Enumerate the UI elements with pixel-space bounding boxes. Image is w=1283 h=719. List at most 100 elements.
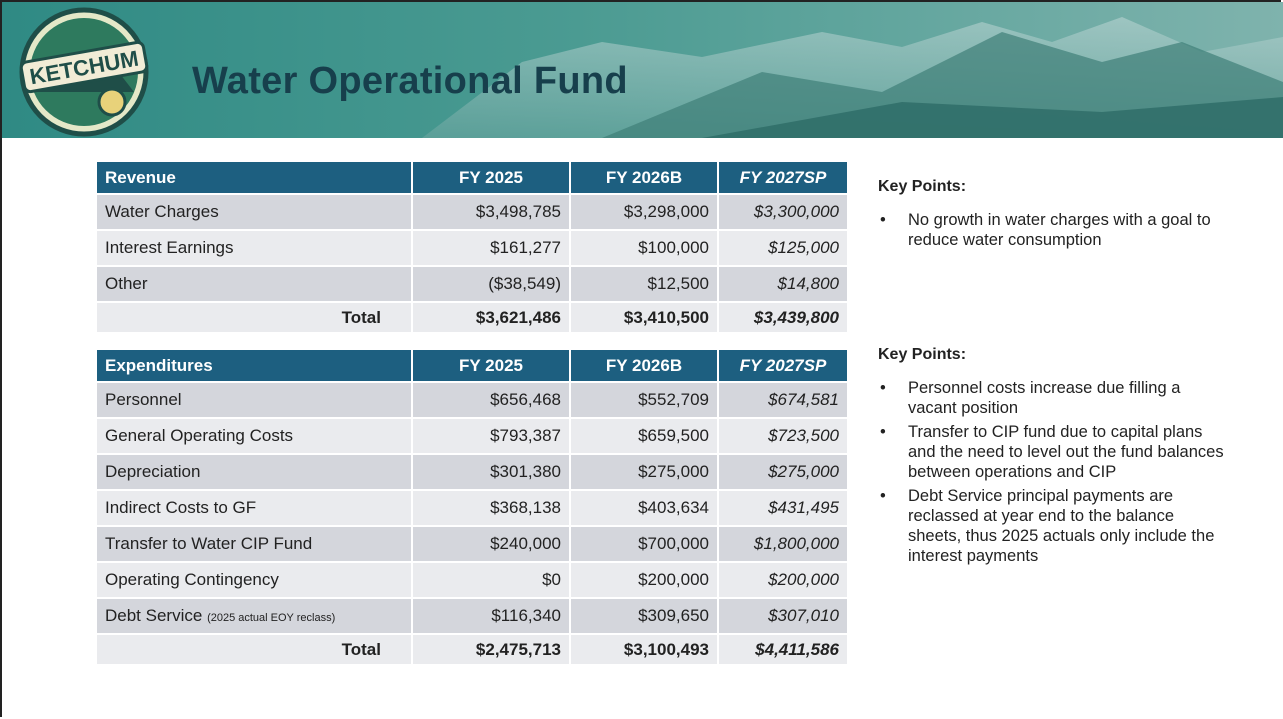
- cell-text: Water Charges: [105, 202, 219, 221]
- cell-text: Personnel: [105, 390, 182, 409]
- table-cell: Depreciation: [97, 454, 412, 490]
- cell-text: Indirect Costs to GF: [105, 498, 256, 517]
- total-cell: $3,621,486: [412, 302, 570, 333]
- column-header: FY 2026B: [570, 162, 718, 194]
- cell-text: $793,387: [490, 426, 561, 445]
- column-header: Revenue: [97, 162, 412, 194]
- table-cell: $307,010: [718, 598, 848, 634]
- cell-text: $100,000: [638, 238, 709, 257]
- table-cell: $368,138: [412, 490, 570, 526]
- table-cell: $431,495: [718, 490, 848, 526]
- bullet-list: No growth in water charges with a goal t…: [878, 210, 1228, 250]
- cell-text: $275,000: [638, 462, 709, 481]
- cell-text: General Operating Costs: [105, 426, 293, 445]
- cell-text: $0: [542, 570, 561, 589]
- total-row: Total$2,475,713$3,100,493$4,411,586: [97, 634, 848, 665]
- cell-text: $301,380: [490, 462, 561, 481]
- table-cell: $100,000: [570, 230, 718, 266]
- cell-text: $552,709: [638, 390, 709, 409]
- cell-text: $674,581: [768, 390, 839, 409]
- bullet: Transfer to CIP fund due to capital plan…: [878, 422, 1228, 482]
- table-row: Other($38,549)$12,500$14,800: [97, 266, 848, 302]
- column-header: Expenditures: [97, 350, 412, 382]
- table-cell: $674,581: [718, 382, 848, 418]
- table-cell: General Operating Costs: [97, 418, 412, 454]
- table-cell: $700,000: [570, 526, 718, 562]
- total-cell: Total: [97, 302, 412, 333]
- table-row: Debt Service (2025 actual EOY reclass)$1…: [97, 598, 848, 634]
- table-cell: $12,500: [570, 266, 718, 302]
- total-cell: $4,411,586: [718, 634, 848, 665]
- table-row: Depreciation $301,380 $275,000 $275,000: [97, 454, 848, 490]
- table-cell: $403,634: [570, 490, 718, 526]
- cell-text: $161,277: [490, 238, 561, 257]
- table-cell: $656,468: [412, 382, 570, 418]
- table-cell: $309,650: [570, 598, 718, 634]
- cell-text: $403,634: [638, 498, 709, 517]
- table-cell: $200,000: [718, 562, 848, 598]
- table-cell: $3,498,785: [412, 194, 570, 230]
- cell-text: $309,650: [638, 606, 709, 625]
- cell-text: $723,500: [768, 426, 839, 445]
- table-cell: $301,380: [412, 454, 570, 490]
- table-cell: $3,298,000: [570, 194, 718, 230]
- cell-text: Operating Contingency: [105, 570, 279, 589]
- key-points: Key Points: Personnel costs increase due …: [878, 346, 1228, 570]
- cell-text: Other: [105, 274, 148, 293]
- table-cell: $200,000: [570, 562, 718, 598]
- total-cell: $3,100,493: [570, 634, 718, 665]
- column-header: FY 2025: [412, 162, 570, 194]
- column-header: FY 2027SP: [718, 350, 848, 382]
- table-cell: $275,000: [570, 454, 718, 490]
- key-points-heading: Key Points:: [878, 346, 1228, 364]
- cell-text: $200,000: [768, 570, 839, 589]
- table-cell: Personnel: [97, 382, 412, 418]
- table-row: Personnel $656,468 $552,709 $674,581: [97, 382, 848, 418]
- bullet: Personnel costs increase due filling a v…: [878, 378, 1228, 418]
- table-row: Transfer to Water CIP Fund$240,000$700,0…: [97, 526, 848, 562]
- table-cell: $552,709: [570, 382, 718, 418]
- table-cell: $0: [412, 562, 570, 598]
- cell-text: $12,500: [648, 274, 709, 293]
- cell-text: $368,138: [490, 498, 561, 517]
- table-cell: $125,000: [718, 230, 848, 266]
- table-cell: $723,500: [718, 418, 848, 454]
- cell-text: $200,000: [638, 570, 709, 589]
- table-cell: Other: [97, 266, 412, 302]
- table-cell: $275,000: [718, 454, 848, 490]
- total-cell: $2,475,713: [412, 634, 570, 665]
- key-points-heading: Key Points:: [878, 178, 1228, 196]
- table-cell: Debt Service (2025 actual EOY reclass): [97, 598, 412, 634]
- table-cell: Interest Earnings: [97, 230, 412, 266]
- total-cell: $3,439,800: [718, 302, 848, 333]
- cell-text: $125,000: [768, 238, 839, 257]
- table-cell: $1,800,000: [718, 526, 848, 562]
- slide: KETCHUM Water Operational Fund RevenueFY…: [0, 0, 1283, 719]
- table-cell: $240,000: [412, 526, 570, 562]
- table-cell: ($38,549): [412, 266, 570, 302]
- table-cell: $3,300,000: [718, 194, 848, 230]
- cell-text: Debt Service: [105, 606, 202, 625]
- cell-text: $307,010: [768, 606, 839, 625]
- cell-text: $240,000: [490, 534, 561, 553]
- table-cell: $793,387: [412, 418, 570, 454]
- table-row: Interest Earnings $161,277 $100,000 $125,00…: [97, 230, 848, 266]
- bullet-list: Personnel costs increase due filling a v…: [878, 378, 1228, 566]
- cell-text: $700,000: [638, 534, 709, 553]
- table-cell: $161,277: [412, 230, 570, 266]
- table-row: General Operating Costs$793,387$659,500$…: [97, 418, 848, 454]
- cell-text: $1,800,000: [754, 534, 839, 553]
- total-cell: Total: [97, 634, 412, 665]
- table-cell: Water Charges: [97, 194, 412, 230]
- header: KETCHUM Water Operational Fund: [2, 2, 1283, 138]
- slide-title: Water Operational Fund: [192, 60, 628, 103]
- bullet: No growth in water charges with a goal t…: [878, 210, 1228, 250]
- row-note: (2025 actual EOY reclass): [207, 612, 335, 624]
- column-header: FY 2026B: [570, 350, 718, 382]
- table-row: Water Charges $3,498,785$3,298,000$3,300,…: [97, 194, 848, 230]
- column-header: FY 2025: [412, 350, 570, 382]
- table-cell: $116,340: [412, 598, 570, 634]
